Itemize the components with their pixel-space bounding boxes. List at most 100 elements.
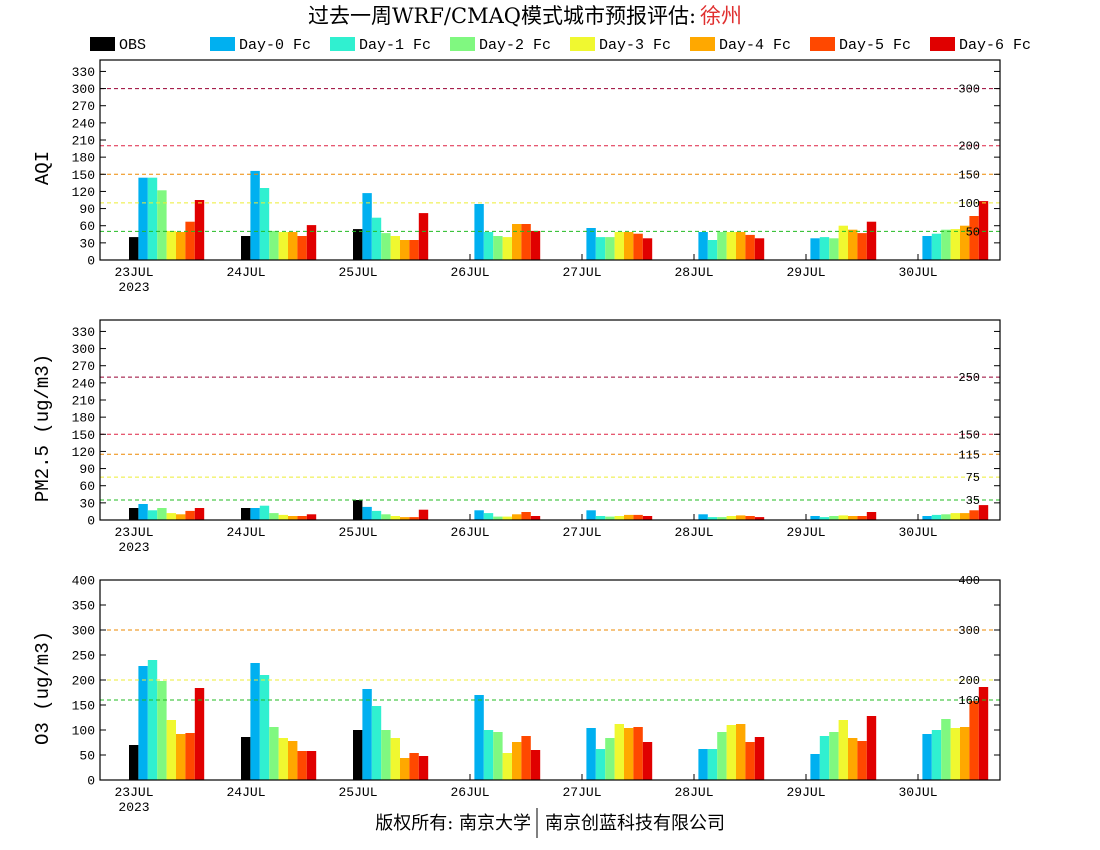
o3-bar-day-5-fc-30jul	[969, 701, 979, 780]
aqi-bar-day-4-fc-30jul	[960, 225, 970, 260]
aqi-bars	[129, 170, 989, 260]
pm25-y-axis-title: PM2.5 (ug/m3)	[32, 354, 54, 502]
aqi-ytick-label-330: 330	[72, 65, 95, 80]
aqi-bar-day-4-fc-25jul	[400, 240, 410, 260]
aqi-ytick-label-300: 300	[72, 82, 95, 97]
pm25-bar-day-6-fc-27jul	[642, 516, 653, 520]
pm25-bar-day-3-fc-24jul	[278, 514, 288, 520]
o3-bar-day-6-fc-29jul	[866, 716, 877, 780]
pm25-bar-day-1-fc-23jul	[147, 510, 158, 520]
pm25-bar-day-2-fc-25jul	[381, 514, 391, 520]
legend-swatch-day-3	[570, 37, 595, 51]
aqi-bar-day-3-fc-25jul	[390, 236, 400, 260]
o3-bar-day-0-fc-29jul	[810, 754, 820, 780]
aqi-bar-day-2-fc-29jul	[829, 238, 839, 260]
aqi-ytick-label-120: 120	[72, 185, 95, 200]
aqi-xtick-label-24jul: 24JUL	[226, 265, 265, 280]
aqi-bar-day-0-fc-25jul	[362, 193, 372, 260]
pm25-bars	[129, 500, 989, 520]
aqi-bar-day-5-fc-24jul	[297, 236, 307, 260]
pm25-xtick-label-24jul: 24JUL	[226, 525, 265, 540]
pm25-bar-day-0-fc-30jul	[922, 516, 932, 520]
legend-label-day-4: Day-4 Fc	[719, 37, 791, 54]
o3-bar-day-1-fc-24jul	[259, 675, 270, 780]
aqi-bar-day-1-fc-23jul	[147, 177, 158, 260]
pm25-bar-day-6-fc-29jul	[866, 512, 877, 520]
aqi-panel: 50 100 150 200 300 0 30 60 90 120 150 180 210 240 270 3…	[32, 59, 1001, 295]
pm25-bar-day-4-fc-23jul	[176, 514, 186, 520]
pm25-xtick-label-23jul: 23JUL	[114, 525, 153, 540]
pm25-bar-day-0-fc-24jul	[250, 508, 260, 520]
aqi-bar-day-5-fc-26jul	[521, 224, 531, 260]
aqi-ytick-label-30: 30	[79, 236, 95, 251]
aqi-bar-day-3-fc-26jul	[502, 237, 512, 260]
o3-xtick-label-23jul: 23JUL	[114, 785, 153, 800]
aqi-ref-label-300: 300	[958, 83, 980, 97]
aqi-ytick-label-60: 60	[79, 219, 95, 234]
o3-xtick-label-28jul: 28JUL	[674, 785, 713, 800]
o3-bar-day-0-fc-26jul	[474, 695, 484, 780]
pm25-bar-day-6-fc-30jul	[978, 505, 989, 520]
pm25-bar-day-1-fc-30jul	[931, 514, 942, 520]
aqi-bar-day-1-fc-28jul	[707, 240, 718, 260]
aqi-bar-day-2-fc-30jul	[941, 229, 951, 260]
aqi-bar-day-1-fc-26jul	[483, 232, 494, 260]
legend-item-day-0: Day-0 Fc	[210, 37, 311, 54]
aqi-bar-day-5-fc-27jul	[633, 233, 643, 260]
aqi-xtick-label-23jul: 23JUL	[114, 265, 153, 280]
o3-bar-obs-24jul	[241, 737, 251, 780]
o3-bar-day-6-fc-30jul	[978, 687, 989, 780]
pm25-bar-day-2-fc-27jul	[605, 516, 615, 520]
pm25-xtick-label-25jul: 25JUL	[338, 525, 377, 540]
o3-bar-day-3-fc-29jul	[838, 720, 848, 780]
pm25-bar-day-1-fc-26jul	[483, 513, 494, 520]
aqi-bar-day-3-fc-23jul	[166, 230, 176, 260]
pm25-bar-day-2-fc-24jul	[269, 513, 279, 520]
aqi-bar-day-2-fc-23jul	[157, 190, 167, 260]
plot-panels: 5010015020030003060901201501802102402703…	[32, 59, 1001, 815]
o3-bar-day-5-fc-28jul	[745, 742, 755, 780]
o3-xtick-label-27jul: 27JUL	[562, 785, 601, 800]
pm25-ref-label-250: 250	[958, 371, 980, 385]
aqi-bar-day-4-fc-29jul	[848, 229, 858, 260]
pm25-bar-day-5-fc-27jul	[633, 514, 643, 520]
pm25-bar-day-6-fc-25jul	[418, 509, 429, 520]
o3-bar-day-3-fc-30jul	[950, 728, 960, 780]
aqi-bar-day-3-fc-24jul	[278, 232, 288, 260]
pm25-panel: 35 75 115 150 250 0 30 60 90 120 150 180 210 240 270 30…	[32, 319, 1001, 555]
aqi-bar-obs-24jul	[241, 236, 251, 260]
aqi-ref-label-50: 50	[966, 225, 980, 239]
aqi-bar-day-6-fc-27jul	[642, 238, 653, 260]
o3-bar-day-3-fc-25jul	[390, 738, 400, 780]
aqi-bar-day-6-fc-28jul	[754, 238, 765, 260]
o3-bar-obs-23jul	[129, 745, 139, 780]
pm25-bar-day-1-fc-24jul	[259, 505, 270, 520]
o3-bar-day-1-fc-30jul	[931, 730, 942, 780]
figure-title-main: 过去一周WRF/CMAQ模式城市预报评估:	[308, 4, 696, 28]
legend-swatch-day-4	[690, 37, 715, 51]
pm25-ytick-label-60: 60	[79, 479, 95, 494]
o3-bar-day-0-fc-30jul	[922, 734, 932, 780]
pm25-bar-day-3-fc-25jul	[390, 516, 400, 520]
pm25-bar-day-5-fc-30jul	[969, 510, 979, 520]
aqi-plot-frame	[99, 59, 1001, 261]
o3-bars	[129, 660, 989, 780]
aqi-bar-day-4-fc-26jul	[512, 224, 522, 260]
pm25-ytick-label-300: 300	[72, 342, 95, 357]
aqi-xtick-label-30jul: 30JUL	[898, 265, 937, 280]
o3-bar-day-4-fc-24jul	[288, 741, 298, 780]
pm25-ytick-label-270: 270	[72, 359, 95, 374]
legend-swatch-day-2	[450, 37, 475, 51]
o3-bar-day-5-fc-24jul	[297, 751, 307, 780]
aqi-ytick-label-240: 240	[72, 116, 95, 131]
o3-ytick-label-150: 150	[72, 699, 95, 714]
aqi-year-label: 2023	[118, 280, 149, 295]
pm25-bar-day-3-fc-27jul	[614, 516, 624, 520]
legend-item-day-3: Day-3 Fc	[570, 37, 671, 54]
pm25-bar-day-1-fc-29jul	[819, 517, 830, 520]
pm25-bar-day-3-fc-26jul	[502, 516, 512, 520]
pm25-bar-day-4-fc-28jul	[736, 515, 746, 520]
o3-panel: 160 200 300 400 0 50 100 150 200 250 300 350 400 23JU…	[32, 574, 1001, 815]
aqi-bar-day-1-fc-30jul	[931, 233, 942, 260]
